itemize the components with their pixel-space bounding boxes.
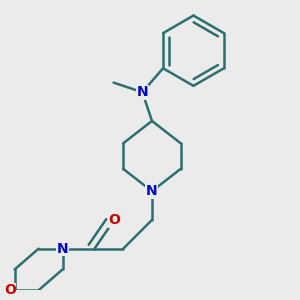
Text: N: N bbox=[146, 184, 158, 198]
Text: N: N bbox=[57, 242, 68, 256]
Text: N: N bbox=[136, 85, 148, 99]
Text: O: O bbox=[109, 213, 121, 227]
Text: O: O bbox=[4, 283, 16, 297]
